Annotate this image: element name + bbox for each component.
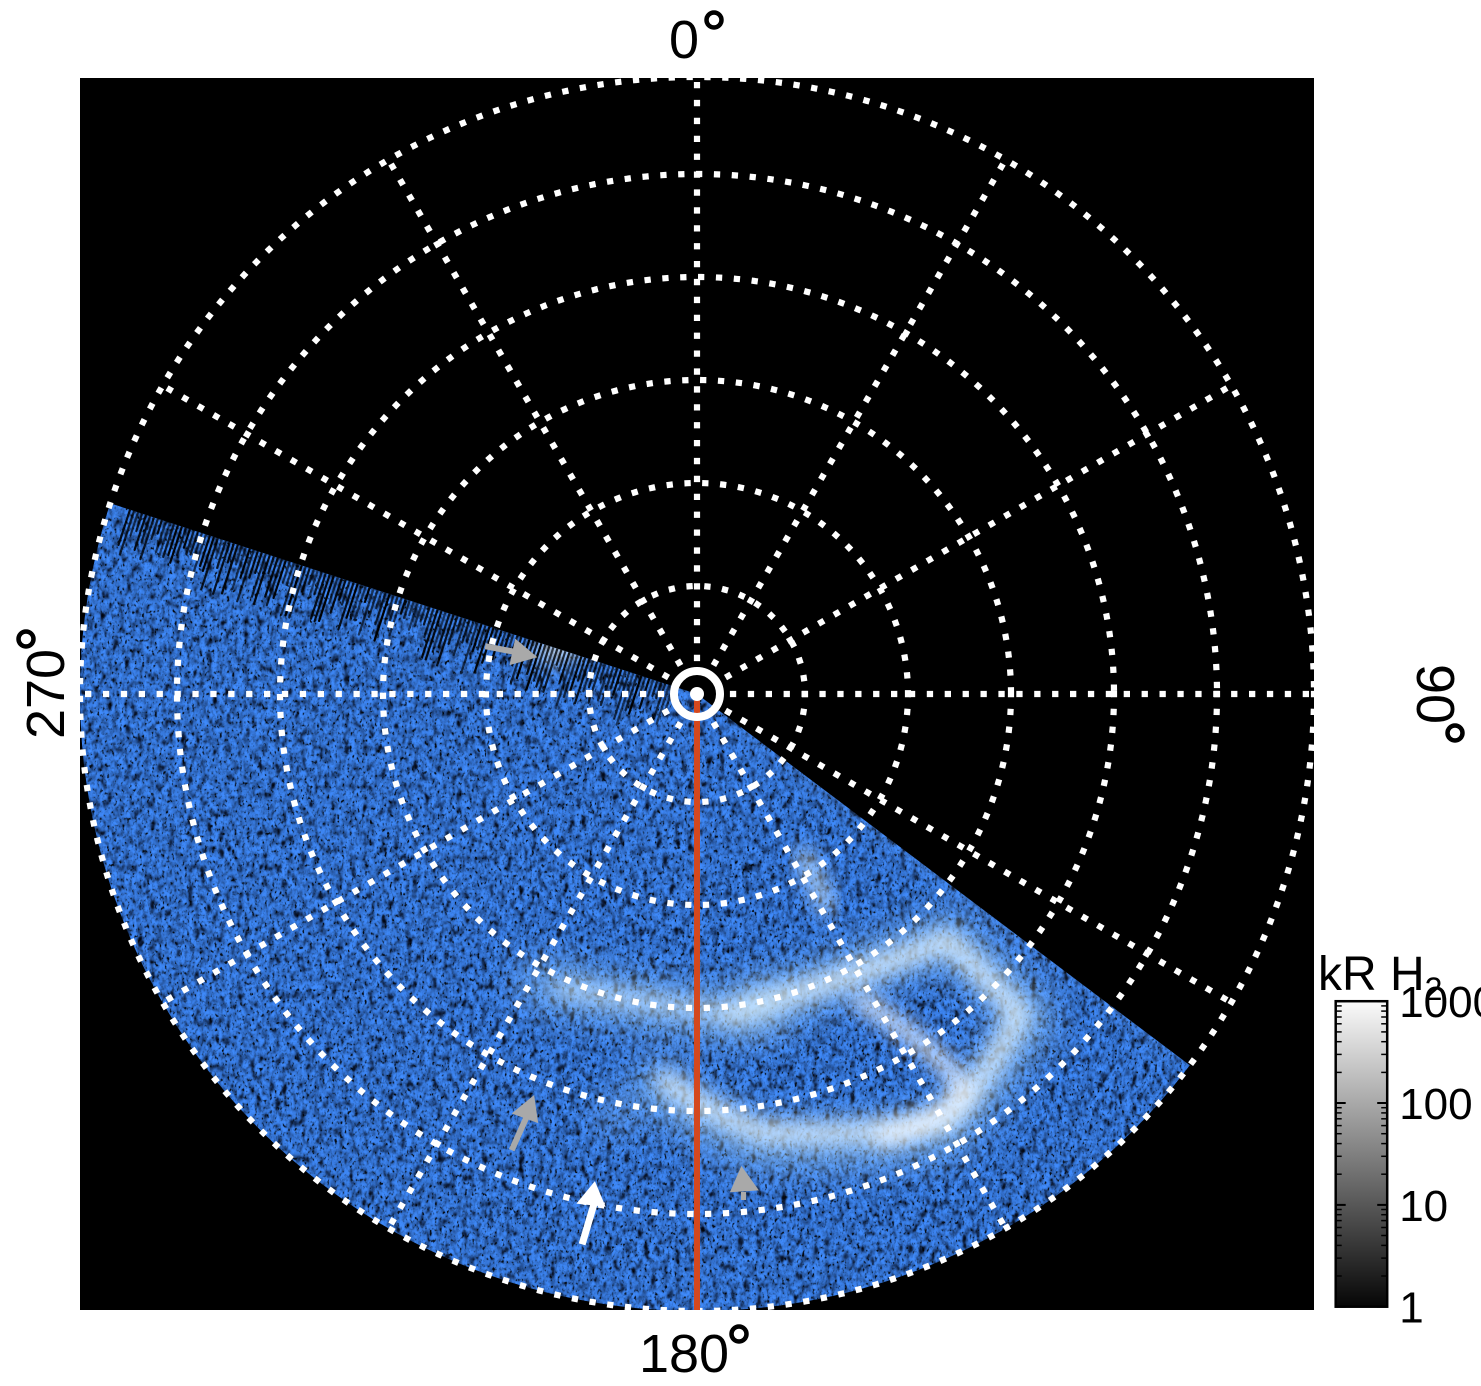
svg-text:180: 180 — [639, 1324, 729, 1384]
svg-text:10: 10 — [1399, 1182, 1448, 1231]
svg-text:1: 1 — [1399, 1284, 1423, 1333]
svg-text:0: 0 — [669, 10, 699, 70]
svg-text:1000: 1000 — [1399, 978, 1481, 1027]
svg-text:100: 100 — [1399, 1080, 1472, 1129]
svg-text:90: 90 — [1405, 664, 1465, 724]
svg-text:270: 270 — [16, 649, 76, 739]
